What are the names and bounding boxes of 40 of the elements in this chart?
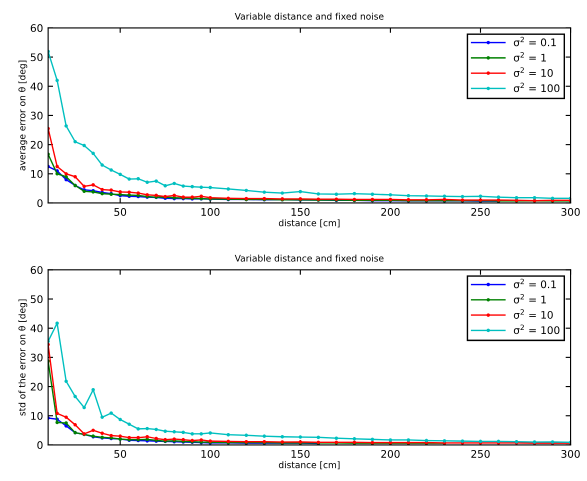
y-tick-label: 40 xyxy=(30,324,43,332)
y-tick-label: 10 xyxy=(31,412,43,420)
x-tick-label: 200 xyxy=(381,208,400,216)
y-tick-label: 50 xyxy=(30,53,43,62)
legend-label: σ$^{2}$ = 10 xyxy=(514,67,553,77)
legend-label: σ$^{2}$ = 0.1 xyxy=(514,36,556,46)
y-tick-label: 20 xyxy=(30,382,43,391)
x-axis-title: distance [cm] xyxy=(278,219,340,228)
x-tick-label: 300 xyxy=(561,208,580,216)
x-tick-label: 200 xyxy=(381,450,400,458)
x-tick-label: 100 xyxy=(201,450,220,458)
legend-label: σ$^{2}$ = 1 xyxy=(514,294,546,304)
x-tick-label: 250 xyxy=(471,450,490,458)
x-tick-label: 50 xyxy=(114,450,126,458)
legend-label: σ$^{2}$ = 100 xyxy=(514,82,560,92)
y-tick-label: 60 xyxy=(30,266,43,274)
y-tick-label: 0 xyxy=(37,441,43,450)
x-tick-label: 250 xyxy=(471,208,490,216)
y-tick-label: 20 xyxy=(30,140,43,149)
legend-label: σ$^{2}$ = 1 xyxy=(514,52,546,62)
y-tick-label: 30 xyxy=(30,354,43,362)
y-axis-title: std of the error on θ [deg] xyxy=(18,299,28,416)
x-tick-label: 150 xyxy=(292,450,310,458)
y-axis-title: average error on θ [deg] xyxy=(18,60,28,170)
y-tick-label: 60 xyxy=(30,24,43,32)
legend-label: σ$^{2}$ = 100 xyxy=(514,324,560,334)
chart-title: Variable distance and fixed noise xyxy=(234,254,384,262)
y-tick-label: 50 xyxy=(30,295,43,304)
legend-label: σ$^{2}$ = 0.1 xyxy=(514,278,556,288)
x-axis-title: distance [cm] xyxy=(278,461,340,470)
y-tick-label: 0 xyxy=(37,199,43,208)
x-tick-label: 100 xyxy=(201,208,220,216)
y-tick-label: 40 xyxy=(30,82,43,90)
y-tick-label: 30 xyxy=(30,112,43,120)
y-tick-label: 10 xyxy=(31,170,43,178)
x-tick-label: 150 xyxy=(292,208,310,216)
chart-title: Variable distance and fixed noise xyxy=(234,12,384,20)
legend-label: σ$^{2}$ = 10 xyxy=(514,309,553,319)
x-tick-label: 300 xyxy=(561,450,580,458)
x-tick-label: 50 xyxy=(114,208,126,216)
